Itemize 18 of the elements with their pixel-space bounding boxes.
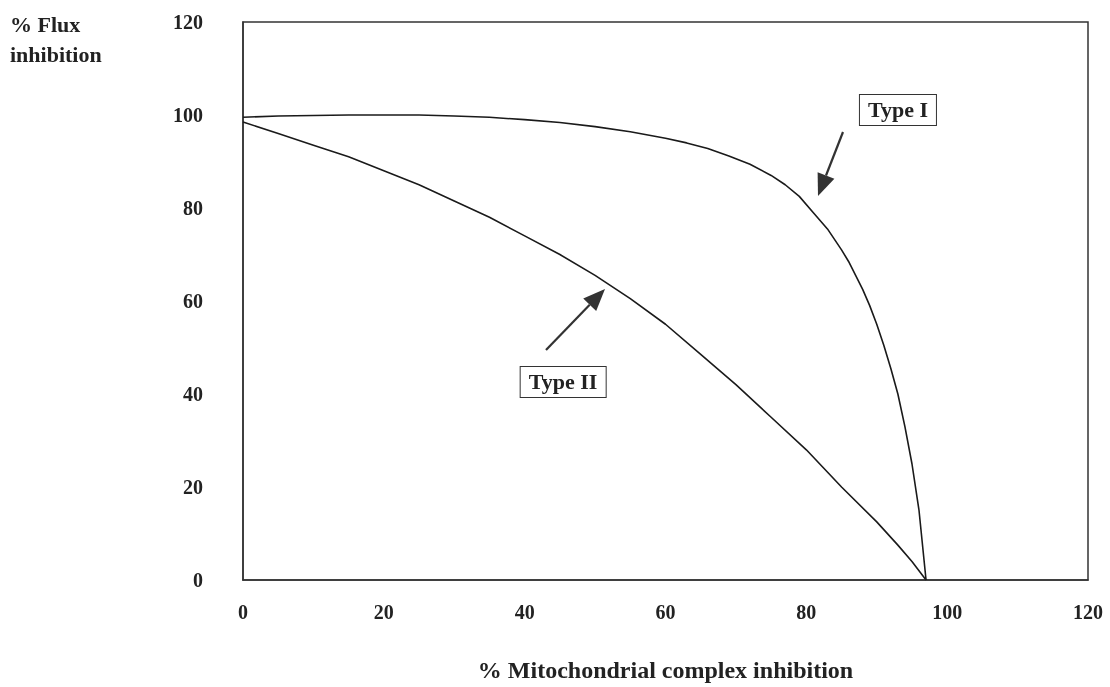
x-tick-label: 80 [796,601,817,623]
y-tick-label: 80 [183,197,203,219]
y-tick-label: 100 [173,104,203,126]
annotation: Type II [519,366,607,398]
x-tick-label: 120 [1073,601,1103,623]
y-tick-label: 20 [183,476,203,498]
y-tick-label: 40 [183,383,203,405]
y-tick-label: 0 [193,569,203,591]
x-axis-title: % Mitochondrial complex inhibition [477,657,854,683]
x-tick-label: 100 [932,601,963,623]
y-tick-label: 60 [183,290,203,312]
y-tick-label: 120 [173,11,203,33]
x-tick-label: 60 [655,601,676,623]
annotation: Type I [858,94,938,126]
x-tick-label: 20 [373,601,394,623]
x-tick-label: 40 [514,601,535,623]
y-axis-title: % Flux inhibition [10,11,102,69]
x-tick-label: 0 [238,601,248,623]
